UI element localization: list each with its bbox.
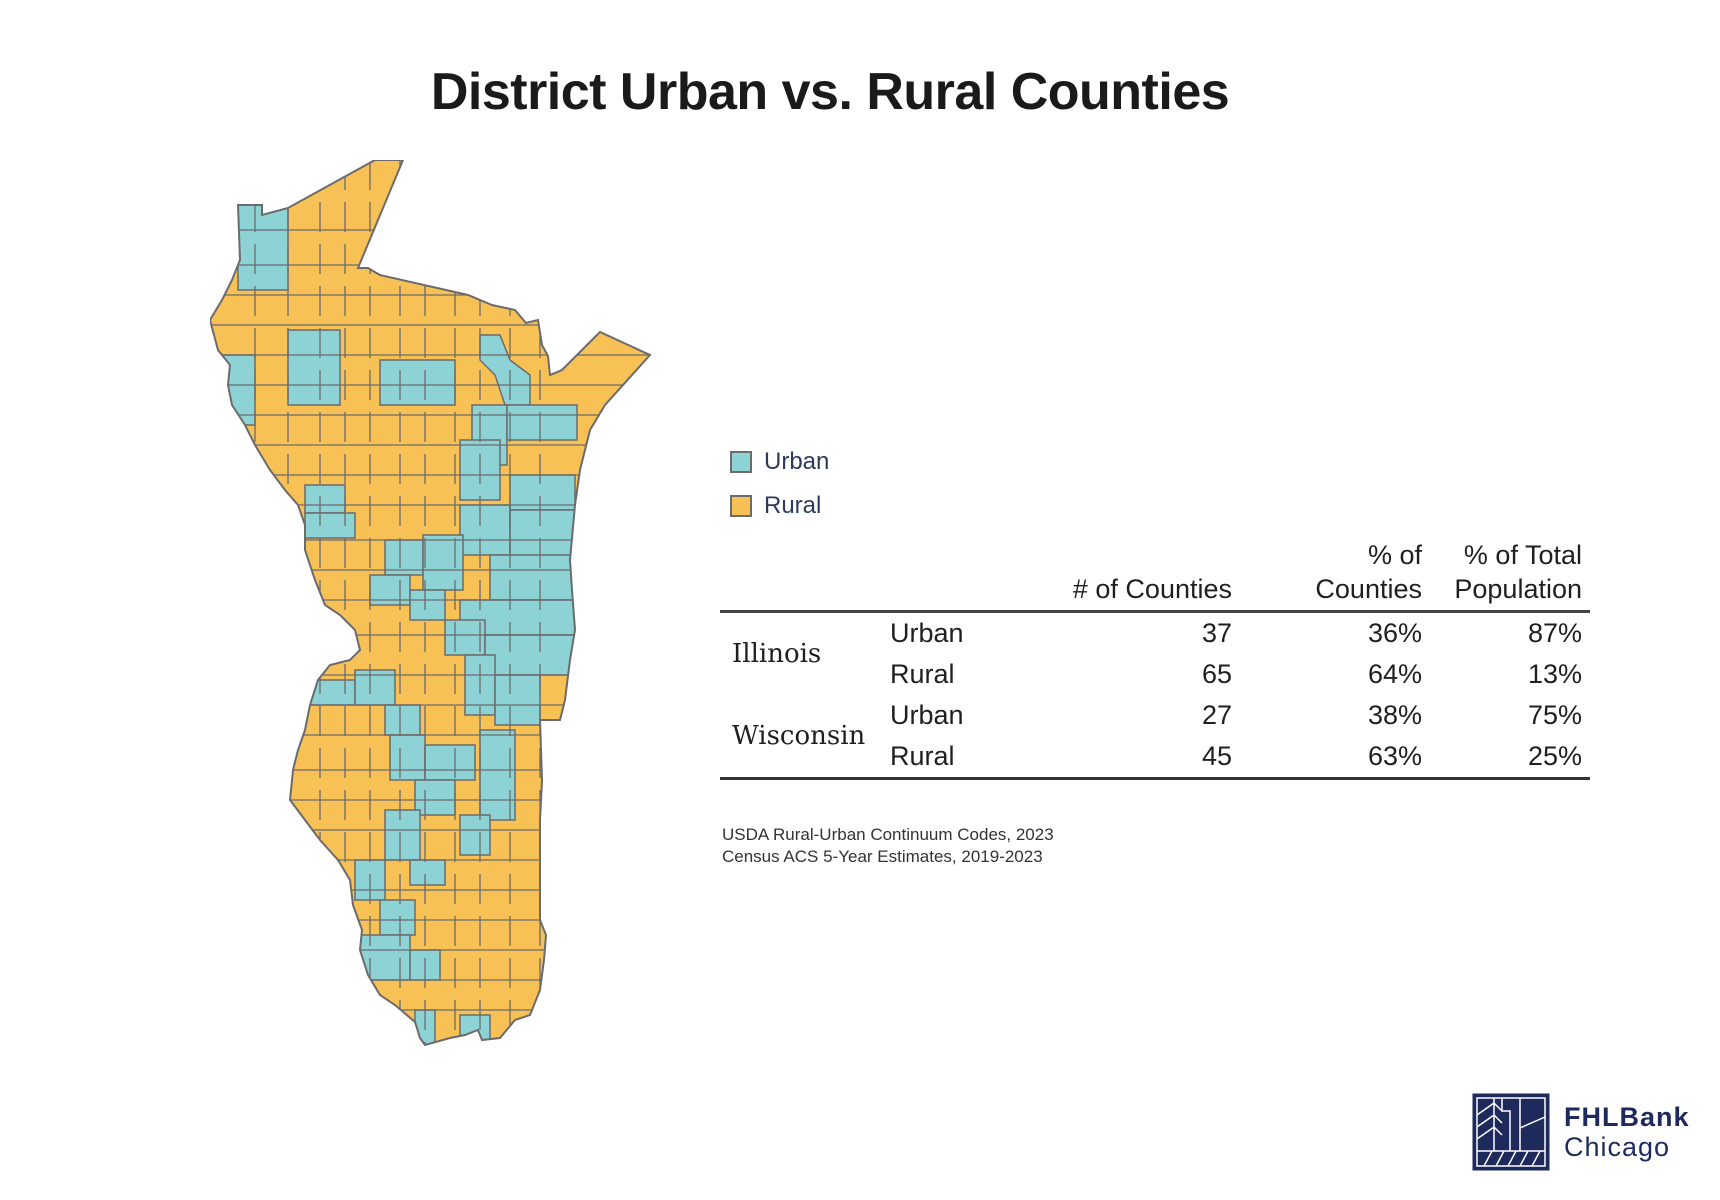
source-line-2: Census ACS 5-Year Estimates, 2019-2023: [722, 847, 1043, 866]
legend-item-rural: Rural: [730, 484, 829, 528]
legend-label-rural: Rural: [764, 492, 822, 519]
table-header-row: # of Counties % of Counties % of Total Pop…: [720, 538, 1590, 612]
header-state: [720, 538, 890, 612]
table-row: Rural 45 63% 25%: [720, 736, 1590, 779]
county-grid: [210, 160, 650, 1045]
map-legend: Urban Rural: [730, 440, 829, 528]
fhlbank-logo: FHLBank Chicago: [1472, 1093, 1690, 1171]
source-note: USDA Rural-Urban Continuum Codes, 2023 C…: [722, 824, 1054, 868]
district-map-svg: [210, 160, 652, 1047]
urban-swatch-icon: [730, 451, 752, 473]
row-pct-counties: 36%: [1367, 618, 1422, 648]
row-type: Urban: [890, 700, 964, 730]
source-line-1: USDA Rural-Urban Continuum Codes, 2023: [722, 825, 1054, 844]
row-pct-population: 25%: [1527, 741, 1582, 771]
row-type: Urban: [890, 618, 964, 648]
row-count: 27: [1201, 700, 1232, 730]
header-pct-counties: % of Counties: [1315, 540, 1422, 604]
county-summary-table: # of Counties % of Counties % of Total Pop…: [720, 538, 1590, 780]
row-pct-counties: 63%: [1367, 741, 1422, 771]
logo-text-fhlbank: FHLBank: [1564, 1102, 1690, 1132]
table-row: Rural 65 64% 13%: [720, 654, 1590, 695]
legend-item-urban: Urban: [730, 440, 829, 484]
district-outline: [210, 160, 652, 1047]
row-pct-counties: 38%: [1367, 700, 1422, 730]
row-pct-population: 13%: [1527, 659, 1582, 689]
header-pct-population: % of Total Population: [1454, 540, 1582, 604]
row-count: 45: [1201, 741, 1232, 771]
header-count: # of Counties: [1072, 574, 1232, 604]
row-pct-counties: 64%: [1367, 659, 1422, 689]
state-wisconsin: Wisconsin: [732, 720, 866, 751]
legend-label-urban: Urban: [764, 448, 830, 475]
row-type: Rural: [890, 659, 955, 689]
page-title: District Urban vs. Rural Counties: [430, 63, 1230, 121]
header-type: [890, 538, 1020, 612]
row-pct-population: 75%: [1527, 700, 1582, 730]
row-count: 65: [1201, 659, 1232, 689]
rural-swatch-icon: [730, 495, 752, 517]
county-map: [210, 160, 700, 1160]
fhlbank-building-icon: [1472, 1093, 1550, 1171]
logo-text-chicago: Chicago: [1564, 1132, 1671, 1162]
table-row: Wisconsin Urban 27 38% 75%: [720, 695, 1590, 751]
row-type: Rural: [890, 741, 955, 771]
row-pct-population: 87%: [1527, 618, 1582, 648]
state-illinois: Illinois: [732, 638, 822, 669]
table-row: Illinois Urban 37 36% 87%: [720, 612, 1590, 669]
row-count: 37: [1201, 618, 1232, 648]
